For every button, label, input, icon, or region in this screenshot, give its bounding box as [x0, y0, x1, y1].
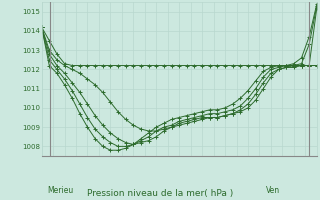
Text: Pression niveau de la mer( hPa ): Pression niveau de la mer( hPa ): [87, 189, 233, 198]
Text: Ven: Ven: [267, 186, 281, 195]
Text: Merieu: Merieu: [47, 186, 74, 195]
